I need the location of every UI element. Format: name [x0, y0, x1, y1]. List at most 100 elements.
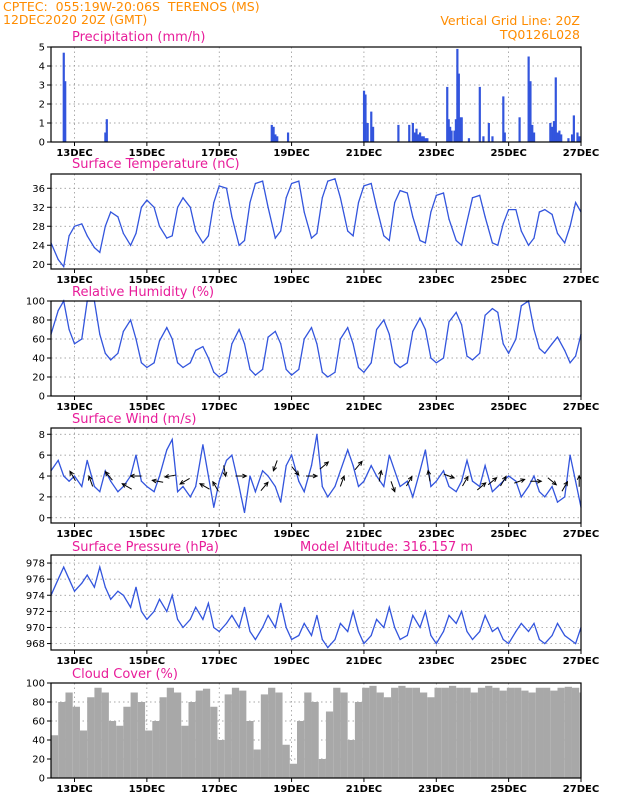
data-point: [334, 178, 336, 180]
data-point: [412, 216, 414, 218]
wind-arrow: [500, 476, 507, 487]
wind-arrow-head: [312, 473, 319, 479]
data-point: [569, 362, 571, 364]
data-bar: [447, 119, 450, 142]
data-point: [527, 244, 530, 246]
data-point: [471, 480, 474, 482]
data-point: [285, 368, 287, 370]
data-point: [491, 308, 493, 310]
data-point: [73, 343, 76, 345]
wind-arrow: [291, 466, 300, 476]
x-tick-label: 19DEC: [273, 529, 309, 540]
data-bar: [391, 687, 399, 778]
data-point: [146, 366, 148, 369]
data-bar: [272, 126, 275, 142]
data-point: [435, 480, 437, 482]
data-point: [442, 192, 445, 194]
data-point: [455, 239, 457, 242]
data-bar: [297, 721, 305, 778]
data-bar: [253, 749, 261, 778]
data-point: [370, 464, 372, 467]
data-bar: [424, 138, 427, 142]
data-point: [479, 352, 481, 354]
data-point: [158, 340, 161, 342]
data-point: [280, 602, 282, 604]
wind-arrow: [179, 478, 190, 485]
data-point: [394, 362, 396, 364]
y-tick-label: 8: [39, 430, 45, 441]
data-point: [231, 343, 233, 345]
data-point: [466, 459, 468, 461]
y-tick-label: 4: [39, 472, 45, 483]
data-point: [508, 209, 510, 211]
data-point: [327, 646, 329, 649]
data-bar: [104, 132, 107, 142]
data-point: [171, 338, 173, 340]
data-bar: [72, 706, 80, 778]
data-bar: [487, 123, 490, 142]
data-bar: [408, 124, 411, 142]
y-tick-label: 976: [26, 575, 45, 586]
wind-arrow-head: [323, 461, 330, 467]
data-bar: [123, 706, 131, 778]
data-bar: [434, 687, 442, 778]
wind-arrow-head: [520, 478, 526, 483]
x-tick-label: 19DEC: [273, 402, 309, 413]
data-point: [243, 606, 246, 608]
data-point: [435, 642, 437, 645]
panel-frame: [50, 300, 582, 397]
data-bar: [448, 685, 457, 778]
data-point: [81, 338, 83, 340]
x-tick-label: 13DEC: [56, 402, 92, 413]
data-point: [218, 630, 220, 633]
data-point: [218, 185, 220, 187]
data-point: [243, 511, 246, 514]
data-point: [479, 194, 481, 196]
data-bar: [231, 687, 240, 778]
data-point: [303, 338, 305, 340]
data-bar: [551, 126, 554, 142]
data-point: [189, 618, 191, 621]
data-point: [249, 368, 251, 370]
x-tick-label: 25DEC: [490, 275, 526, 286]
data-point: [310, 237, 313, 239]
data-point: [424, 242, 427, 244]
data-point: [195, 230, 197, 232]
data-point: [479, 485, 481, 488]
data-bar: [137, 702, 146, 778]
header-run-id: TQ0126L028: [499, 27, 580, 42]
panel-title: Precipitation (mm/h): [72, 30, 205, 45]
data-bar: [558, 130, 561, 142]
data-point: [430, 634, 432, 637]
data-point: [207, 602, 209, 604]
data-bar: [532, 132, 536, 142]
data-point: [225, 187, 228, 189]
data-point: [466, 220, 468, 223]
data-bar: [446, 86, 449, 142]
data-point: [388, 606, 390, 608]
data-point: [274, 330, 276, 332]
data-point: [213, 371, 215, 373]
data-bar: [417, 134, 420, 142]
data-point: [515, 338, 517, 340]
data-bar: [325, 711, 334, 778]
x-tick-label: 23DEC: [418, 656, 454, 667]
data-point: [321, 371, 323, 373]
data-point: [424, 449, 427, 451]
panel-title: Cloud Cover (%): [72, 667, 178, 682]
data-bar: [152, 721, 160, 778]
data-bar: [376, 692, 384, 778]
data-point: [448, 218, 450, 220]
data-point: [189, 362, 191, 364]
data-bar: [426, 138, 429, 142]
data-point: [538, 211, 540, 213]
data-bar: [304, 692, 312, 778]
data-point: [491, 630, 493, 633]
data-point: [442, 630, 445, 633]
data-bar: [485, 685, 493, 778]
y-tick-label: 2: [39, 100, 45, 111]
data-point: [424, 610, 427, 612]
data-point: [538, 491, 540, 493]
y-tick-label: 970: [26, 623, 45, 634]
data-point: [140, 206, 143, 208]
